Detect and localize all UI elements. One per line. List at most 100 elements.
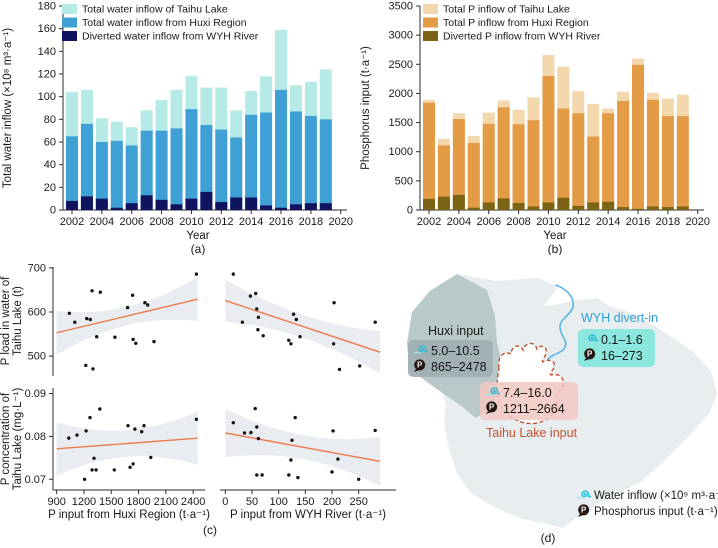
data-point [128, 465, 132, 469]
bar-wyh [676, 206, 689, 210]
bar-wyh [319, 203, 332, 210]
legend-p-label: Phosphorus input (t·a⁻¹) [594, 506, 718, 518]
y-tick-label: 0 [50, 205, 56, 217]
data-point [88, 317, 93, 322]
x-tick-label: 200 [323, 496, 341, 508]
x-tick-label: 2004 [90, 216, 114, 228]
bar-huxi [542, 75, 555, 210]
data-point [90, 468, 94, 472]
y-axis-title: Total water inflow (×10⁸ m³·a⁻¹) [2, 28, 14, 188]
trend-line [56, 437, 198, 450]
data-point [98, 407, 102, 411]
legend-swatch [423, 4, 438, 14]
y-tick-label: 500 [395, 175, 413, 187]
x-tick-label: 2016 [626, 216, 650, 228]
bar-wyh [646, 206, 659, 210]
data-point [261, 334, 265, 338]
y-tick-label: 2000 [389, 88, 413, 100]
x-tick-label: 1200 [72, 496, 96, 508]
taihu-input-label: Taihu Lake input [486, 426, 578, 440]
bar-huxi [215, 129, 228, 210]
bar-huxi [423, 102, 435, 210]
data-point [296, 475, 300, 480]
bar-wyh [66, 200, 78, 210]
data-point [373, 320, 377, 324]
taihu-p-value: 1211–2664 [503, 402, 565, 416]
bar-wyh [452, 194, 465, 210]
bar-huxi [467, 142, 480, 210]
x-tick-label: 2018 [656, 216, 680, 228]
data-point [331, 342, 336, 346]
x-tick-label: 2004 [447, 216, 471, 228]
bar-huxi [110, 140, 123, 210]
x-tick-label: 2002 [60, 216, 84, 228]
wyh-badge-bg [578, 329, 655, 367]
bar-wyh [80, 196, 93, 210]
bar-wyh [587, 202, 600, 210]
taihu-badge-bg [480, 382, 578, 420]
bar-huxi [319, 119, 332, 210]
x-tick-label: 250 [349, 496, 367, 508]
x-tick-label: 2020 [685, 216, 709, 228]
data-point [152, 339, 156, 344]
data-point [291, 312, 296, 316]
bar-huxi [437, 145, 450, 210]
data-point [75, 433, 79, 437]
data-point [67, 311, 72, 315]
y-tick-label: 60 [44, 137, 56, 149]
data-point [294, 317, 298, 322]
x-tick-label: 2008 [506, 216, 530, 228]
data-point [256, 315, 261, 319]
data-point [358, 364, 362, 368]
panel-a-water-inflow-bar-chart: 0 20 40 60 80 100 120 140 160 180 2002 2004 2006 2008… [2, 1, 353, 256]
x-tick-label: 50 [246, 496, 258, 508]
bar-huxi [304, 115, 317, 210]
y-tick-label: 100 [38, 91, 56, 103]
data-point [249, 430, 253, 435]
data-point [256, 436, 261, 441]
bar-wyh [260, 205, 273, 210]
bar-wyh [140, 195, 153, 210]
data-point [131, 337, 135, 342]
data-point [134, 341, 138, 345]
bar-huxi [632, 64, 645, 211]
bar-huxi [646, 99, 659, 210]
y-tick-label: 120 [38, 69, 56, 81]
bar-wyh [125, 203, 138, 210]
x-axis-title: Year [543, 230, 566, 242]
bar-huxi [617, 101, 630, 210]
data-point [133, 427, 137, 431]
x-tick-label: 2012 [566, 216, 590, 228]
bar-huxi [275, 89, 288, 210]
data-point [94, 468, 98, 472]
legend-swatch [62, 31, 77, 41]
x-tick-label: 2006 [119, 216, 143, 228]
bar-wyh [467, 207, 480, 210]
data-point [242, 431, 247, 435]
data-point [91, 367, 95, 371]
wyh-badge: 0.1–1.6 16–273 [578, 329, 655, 367]
data-point [231, 421, 235, 425]
panel-caption: (d) [541, 531, 556, 545]
bar-huxi [557, 108, 570, 210]
y-tick-label: 0.07 [25, 474, 46, 486]
data-point [90, 289, 94, 293]
huxi-input-label: Huxi input [428, 324, 484, 338]
data-point [253, 406, 257, 411]
y-tick-label: 500 [28, 351, 46, 363]
data-point [130, 293, 135, 297]
data-point [112, 468, 117, 472]
panel-caption: (c) [203, 523, 217, 537]
x-tick-label: 1500 [99, 496, 123, 508]
y-tick-label: 80 [44, 114, 56, 126]
bar-wyh [110, 207, 123, 210]
data-point [73, 320, 77, 324]
data-point [84, 429, 88, 433]
y-axis-title: P concentration of [0, 392, 12, 485]
data-point [88, 415, 92, 420]
data-point [289, 342, 293, 346]
bar-wyh [497, 198, 510, 210]
x-tick-label: 2018 [299, 216, 323, 228]
data-point [293, 415, 297, 420]
